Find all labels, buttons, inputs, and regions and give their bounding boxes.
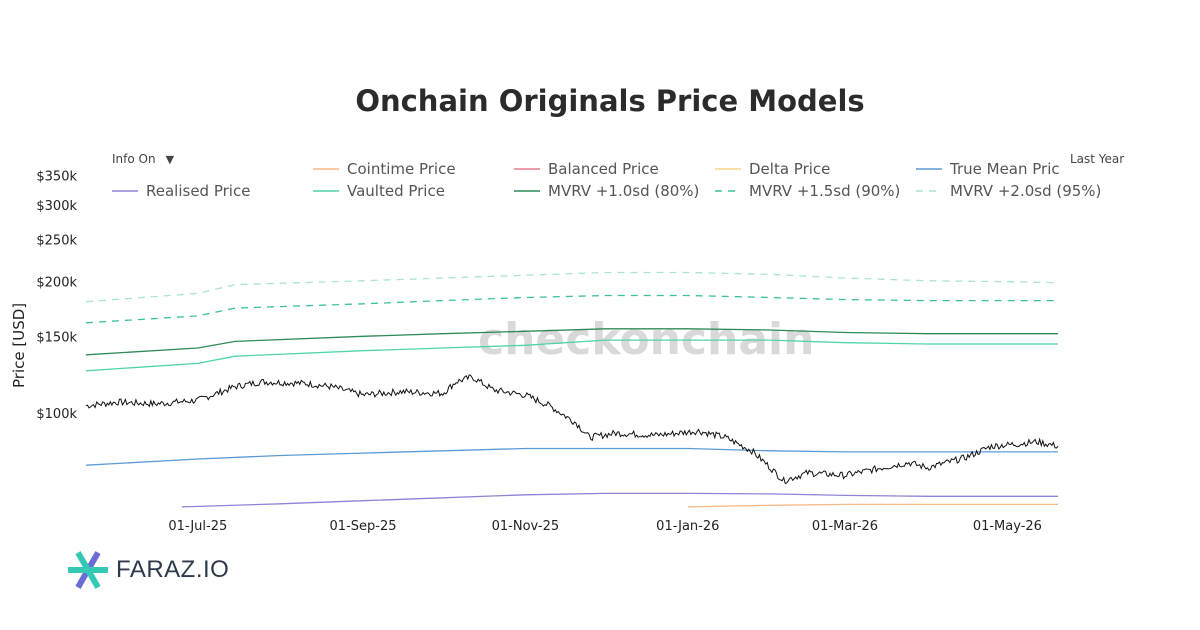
y-tick-label-0: $100k xyxy=(36,407,77,422)
brand: FARAZ.IO xyxy=(66,548,229,592)
series-layer xyxy=(85,271,1059,508)
legend-item-7[interactable]: MVRV +1.5sd (90%) xyxy=(749,182,900,200)
y-tick-label-3: $250k xyxy=(36,233,77,248)
dropdown-arrow-icon: ▼ xyxy=(165,153,175,166)
chart-title: Onchain Originals Price Models xyxy=(355,84,865,118)
series-line-3 xyxy=(85,339,1058,372)
series-line-6 xyxy=(687,503,1058,508)
x-tick-label-4: 01-Mar-26 xyxy=(812,519,878,534)
x-tick-label-0: 01-Jul-25 xyxy=(168,519,227,534)
y-axis-ticks: $100k $150k $200k $250k $300k $350k xyxy=(36,170,77,423)
info-toggle-label: Info On xyxy=(112,152,156,166)
legend-item-2[interactable]: Delta Price xyxy=(749,160,830,178)
info-toggle-dropdown[interactable]: Info On ▼ xyxy=(112,152,174,166)
series-line-2 xyxy=(85,328,1058,356)
series-line-0 xyxy=(85,271,1059,303)
x-axis-ticks: 01-Jul-25 01-Sep-25 01-Nov-25 01-Jan-26 01-M… xyxy=(168,519,1042,534)
y-tick-label-5: $350k xyxy=(36,170,77,185)
legend-item-8[interactable]: MVRV +2.0sd (95%) xyxy=(950,182,1101,200)
brand-name: FARAZ.IO xyxy=(116,556,230,583)
legend: Cointime Price Balanced Price Delta Price T… xyxy=(112,160,1101,200)
legend-item-6[interactable]: MVRV +1.0sd (80%) xyxy=(548,182,699,200)
y-tick-label-2: $200k xyxy=(36,276,77,291)
faraz-logo-icon xyxy=(68,551,108,589)
y-tick-label-4: $300k xyxy=(36,199,77,214)
series-line-5 xyxy=(181,492,1058,508)
legend-item-0[interactable]: Cointime Price xyxy=(347,160,456,178)
legend-item-1[interactable]: Balanced Price xyxy=(548,160,659,178)
y-axis-label: Price [USD] xyxy=(10,303,28,388)
x-tick-label-5: 01-May-26 xyxy=(973,519,1042,534)
series-line-1 xyxy=(85,294,1058,324)
y-tick-label-1: $150k xyxy=(36,330,77,345)
series-line-7 xyxy=(85,374,1059,485)
x-tick-label-2: 01-Nov-25 xyxy=(492,519,560,534)
x-tick-label-1: 01-Sep-25 xyxy=(330,519,397,534)
x-tick-label-3: 01-Jan-26 xyxy=(656,519,719,534)
range-selector-button[interactable]: Last Year xyxy=(1070,152,1125,166)
legend-item-4[interactable]: Realised Price xyxy=(146,182,250,200)
legend-item-5[interactable]: Vaulted Price xyxy=(347,182,445,200)
series-line-4 xyxy=(85,447,1058,466)
legend-item-3[interactable]: True Mean Pric xyxy=(949,160,1060,178)
